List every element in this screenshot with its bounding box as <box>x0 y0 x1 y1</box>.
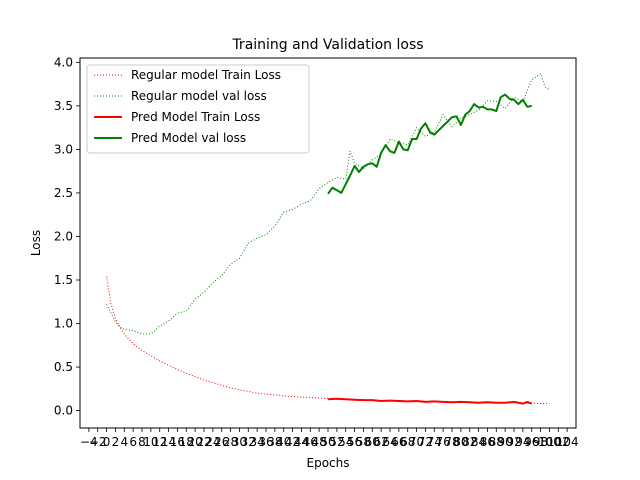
y-tick-label: 4.0 <box>54 55 73 69</box>
legend: Regular model Train Loss Regular model va… <box>86 64 310 154</box>
x-tick-label: 94 <box>515 435 530 449</box>
x-tick-label: 96 <box>524 435 539 449</box>
x-tick-label: 98 <box>533 435 548 449</box>
x-tick-label: 82 <box>462 435 477 449</box>
x-tick-label: 6 <box>129 435 137 449</box>
x-tick-label: 56 <box>347 435 362 449</box>
x-tick-label: 60 <box>365 435 380 449</box>
x-tick-label: 54 <box>338 435 353 449</box>
x-tick-label: 44 <box>294 435 309 449</box>
y-tick-label: 2.5 <box>54 186 73 200</box>
x-tick-label: 10 <box>143 435 158 449</box>
x-tick-label: 32 <box>241 435 256 449</box>
series-line-pred-model-train-loss <box>327 397 533 405</box>
x-tick-label: 66 <box>391 435 406 449</box>
x-tick-label: −4 <box>80 435 98 449</box>
series-line-regular-model-train-loss <box>106 276 550 405</box>
x-tick-label: 24 <box>205 435 220 449</box>
x-tick-label: 28 <box>223 435 238 449</box>
x-tick-label: 58 <box>356 435 371 449</box>
y-tick-label: 3.0 <box>54 142 73 156</box>
chart-title: Training and Validation loss <box>231 37 423 53</box>
plot-lines <box>106 73 550 405</box>
legend-label: Regular model Train Loss <box>131 68 281 82</box>
x-tick-label: 76 <box>436 435 451 449</box>
y-axis-ticks: 0.0 0.5 1.0 1.5 2.0 2.5 3.0 3.5 4.0 <box>54 55 80 418</box>
x-tick-label: 50 <box>320 435 335 449</box>
legend-label: Pred Model Train Loss <box>131 110 260 124</box>
y-tick-label: 0.0 <box>54 404 73 418</box>
y-tick-label: 0.5 <box>54 360 73 374</box>
x-tick-label: 16 <box>170 435 185 449</box>
x-tick-label: 80 <box>453 435 468 449</box>
x-tick-label: −2 <box>89 435 107 449</box>
x-tick-label: 68 <box>400 435 415 449</box>
x-tick-label: 42 <box>285 435 300 449</box>
x-axis-label: Epochs <box>307 456 350 470</box>
x-tick-label: 30 <box>232 435 247 449</box>
x-tick-label: 22 <box>196 435 211 449</box>
x-tick-label: 20 <box>188 435 203 449</box>
y-tick-label: 1.5 <box>54 273 73 287</box>
x-tick-label: 18 <box>179 435 194 449</box>
y-tick-label: 2.0 <box>54 229 73 243</box>
x-tick-label: 38 <box>267 435 282 449</box>
x-tick-label: 74 <box>427 435 442 449</box>
x-tick-label: 64 <box>382 435 397 449</box>
x-tick-label: 92 <box>506 435 521 449</box>
x-tick-label: 26 <box>214 435 229 449</box>
x-tick-label: 2 <box>112 435 120 449</box>
x-tick-label: 12 <box>152 435 167 449</box>
x-tick-label: 78 <box>444 435 459 449</box>
x-tick-label: 104 <box>556 435 579 449</box>
y-axis-label: Loss <box>29 230 43 256</box>
x-tick-label: 88 <box>489 435 504 449</box>
x-axis-ticks: −4−20 2 4 6 81012141618202224262830323436384… <box>80 428 579 449</box>
x-tick-label: 46 <box>303 435 318 449</box>
x-tick-label: 8 <box>138 435 146 449</box>
legend-label: Regular model val loss <box>131 89 267 103</box>
legend-label: Pred Model val loss <box>131 131 246 145</box>
y-tick-label: 1.0 <box>54 317 73 331</box>
x-tick-label: 4 <box>120 435 128 449</box>
x-tick-label: 0 <box>103 435 111 449</box>
x-tick-label: 52 <box>329 435 344 449</box>
y-tick-label: 3.5 <box>54 99 73 113</box>
x-tick-label: 72 <box>418 435 433 449</box>
x-tick-label: 100 <box>538 435 561 449</box>
x-tick-label: 86 <box>480 435 495 449</box>
series-line-pred-model-val-loss <box>327 93 532 195</box>
legend-box <box>86 64 310 154</box>
x-tick-label: 48 <box>312 435 327 449</box>
x-tick-label: 36 <box>258 435 273 449</box>
x-tick-label: 70 <box>409 435 424 449</box>
x-tick-label: 14 <box>161 435 176 449</box>
x-tick-label: 102 <box>547 435 570 449</box>
x-tick-label: 34 <box>250 435 265 449</box>
x-tick-label: 84 <box>471 435 486 449</box>
x-tick-label: 40 <box>276 435 291 449</box>
x-tick-label: 62 <box>374 435 389 449</box>
x-tick-label: 90 <box>498 435 513 449</box>
